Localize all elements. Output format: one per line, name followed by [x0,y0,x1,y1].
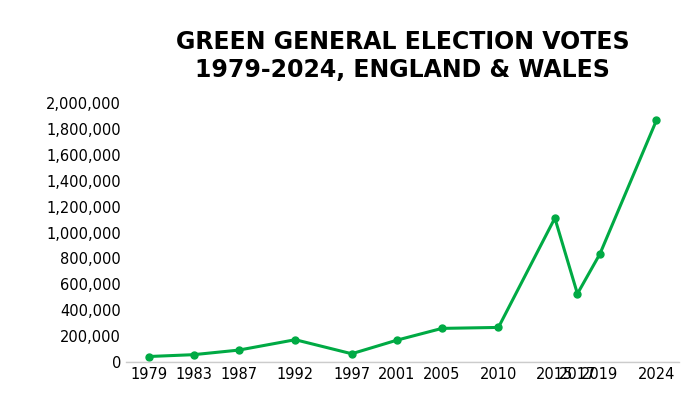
Title: GREEN GENERAL ELECTION VOTES
1979-2024, ENGLAND & WALES: GREEN GENERAL ELECTION VOTES 1979-2024, … [176,30,629,81]
